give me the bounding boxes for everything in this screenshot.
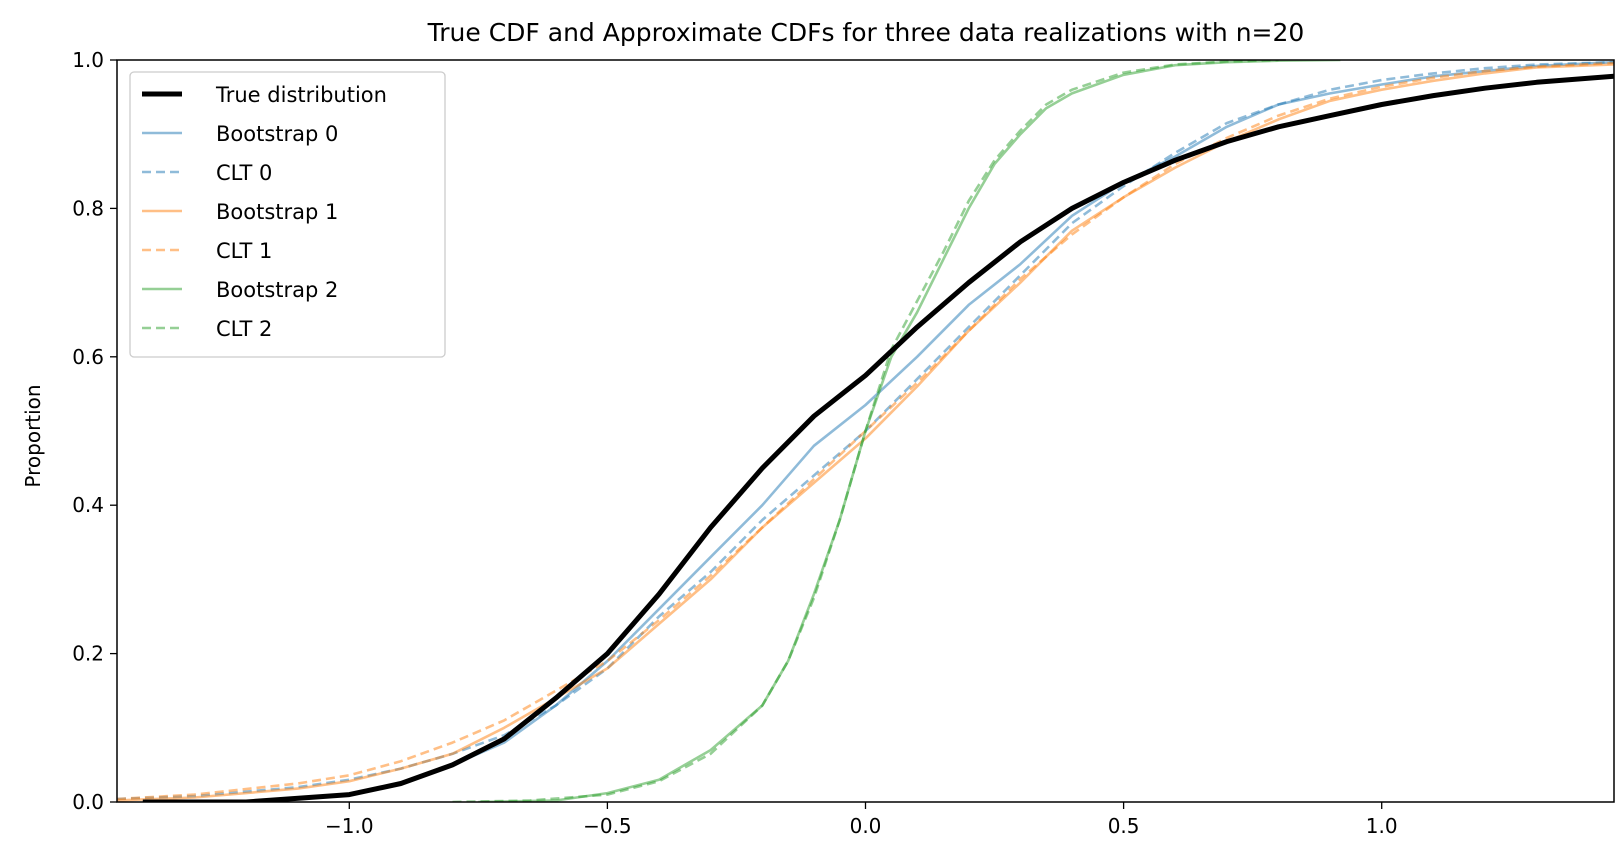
- x-tick-label: 0.0: [850, 814, 882, 838]
- legend-label-0: True distribution: [215, 83, 387, 107]
- series-line-4: [117, 61, 1614, 801]
- series-line-3: [117, 63, 1614, 802]
- y-tick-label: 1.0: [72, 48, 104, 72]
- x-tick-label: 1.0: [1366, 814, 1398, 838]
- y-tick-label: 0.6: [72, 345, 104, 369]
- series-layer: [117, 60, 1614, 802]
- y-tick-label: 0.8: [72, 196, 104, 220]
- y-tick-label: 0.4: [72, 493, 104, 517]
- chart-title: True CDF and Approximate CDFs for three …: [427, 18, 1305, 47]
- x-tick-label: −1.0: [325, 814, 374, 838]
- series-line-5: [478, 60, 1341, 802]
- legend-label-5: Bootstrap 2: [216, 278, 338, 302]
- legend-box: [129, 71, 446, 358]
- legend-label-1: Bootstrap 0: [216, 122, 338, 146]
- x-tick-label: 0.5: [1108, 814, 1140, 838]
- y-tick-label: 0.0: [72, 790, 104, 814]
- y-axis-label: Proportion: [21, 384, 45, 487]
- x-tick-label: −0.5: [583, 814, 632, 838]
- legend-label-4: CLT 1: [216, 239, 272, 263]
- series-line-0: [142, 73, 1614, 802]
- legend-label-2: CLT 0: [216, 161, 272, 185]
- ticks-layer: −1.0 −0.5 0.0 0.5 1.0 0.0 0.2 0.4 0.6 0.8 1.0: [72, 48, 1397, 838]
- series-line-6: [452, 60, 1279, 802]
- y-tick-label: 0.2: [72, 642, 104, 666]
- legend: True distribution Bootstrap 0 CLT 0 Bootstr…: [129, 71, 446, 358]
- legend-label-3: Bootstrap 1: [216, 200, 338, 224]
- legend-label-6: CLT 2: [216, 317, 272, 341]
